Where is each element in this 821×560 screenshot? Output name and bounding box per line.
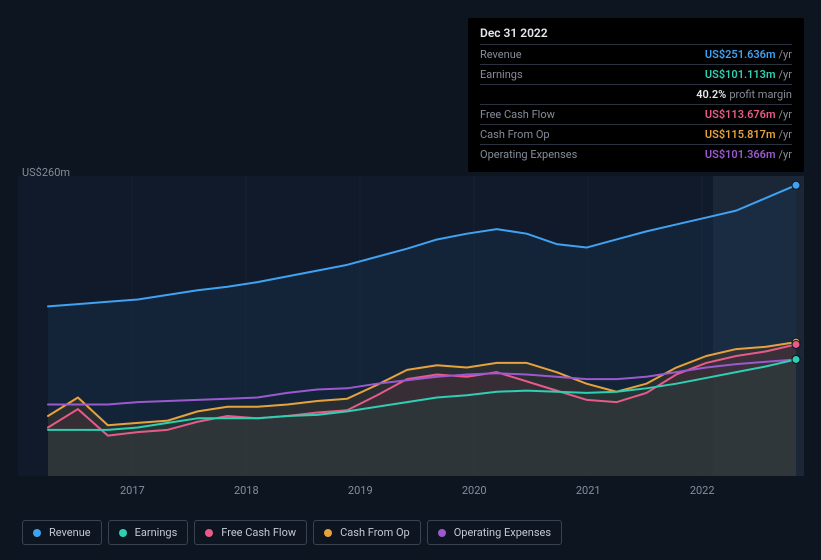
legend-item-operating-expenses[interactable]: Operating Expenses	[427, 520, 562, 545]
tooltip-row: Operating Expenses US$101.366m/yr	[480, 144, 792, 164]
legend-dot-icon	[438, 529, 446, 537]
legend-item-revenue[interactable]: Revenue	[22, 520, 102, 545]
legend-item-label: Free Cash Flow	[221, 526, 296, 539]
financials-area-chart	[18, 176, 804, 476]
legend-dot-icon	[119, 529, 127, 537]
legend-item-label: Earnings	[135, 526, 178, 539]
legend-item-label: Revenue	[49, 526, 91, 539]
tooltip-row-label: Free Cash Flow	[480, 108, 555, 121]
tooltip-row-value: US$115.817m/yr	[705, 128, 792, 141]
tooltip-row-label: Operating Expenses	[480, 148, 577, 161]
tooltip-row-label: Cash From Op	[480, 128, 550, 141]
chart-tooltip: Dec 31 2022 Revenue US$251.636m/yr Earning…	[468, 18, 804, 172]
legend-dot-icon	[205, 529, 213, 537]
xaxis-label: 2021	[576, 484, 601, 497]
tooltip-row-value: US$101.113m/yr	[705, 68, 792, 81]
legend-item-free-cash-flow[interactable]: Free Cash Flow	[194, 520, 307, 545]
xaxis-label: 2022	[690, 484, 715, 497]
tooltip-row-value: 40.2%profit margin	[696, 88, 792, 101]
chart-legend: Revenue Earnings Free Cash Flow Cash From O…	[22, 520, 562, 545]
legend-item-cash-from-op[interactable]: Cash From Op	[313, 520, 421, 545]
legend-dot-icon	[33, 529, 41, 537]
tooltip-row: Earnings US$101.113m/yr	[480, 64, 792, 84]
xaxis-label: 2020	[462, 484, 487, 497]
xaxis-label: 2018	[234, 484, 259, 497]
tooltip-row-label: Earnings	[480, 68, 523, 81]
tooltip-row-value: US$251.636m/yr	[705, 48, 792, 61]
tooltip-row-value: US$101.366m/yr	[705, 148, 792, 161]
tooltip-row: Cash From Op US$115.817m/yr	[480, 124, 792, 144]
tooltip-row-value: US$113.676m/yr	[705, 108, 792, 121]
tooltip-row: Free Cash Flow US$113.676m/yr	[480, 104, 792, 124]
legend-item-earnings[interactable]: Earnings	[108, 520, 189, 545]
legend-dot-icon	[324, 529, 332, 537]
tooltip-date: Dec 31 2022	[480, 26, 792, 44]
xaxis-label: 2017	[120, 484, 145, 497]
xaxis-label: 2019	[348, 484, 373, 497]
legend-item-label: Cash From Op	[340, 526, 410, 539]
tooltip-row: 40.2%profit margin	[480, 84, 792, 104]
tooltip-row: Revenue US$251.636m/yr	[480, 44, 792, 64]
tooltip-row-label: Revenue	[480, 48, 522, 61]
legend-item-label: Operating Expenses	[454, 526, 551, 539]
